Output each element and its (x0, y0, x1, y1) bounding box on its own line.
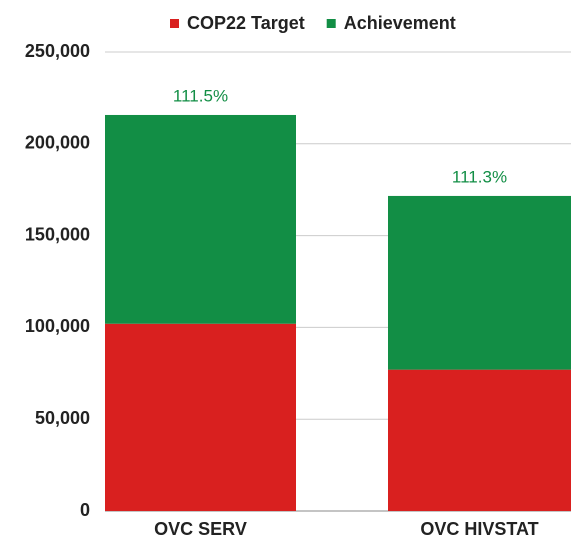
legend-label: Achievement (344, 13, 456, 33)
x-tick-label: OVC SERV (154, 519, 247, 539)
bar-segment (388, 369, 571, 511)
y-tick-label: 150,000 (25, 224, 90, 244)
y-tick-label: 200,000 (25, 133, 90, 153)
legend-swatch (326, 19, 336, 28)
legend-swatch (170, 19, 179, 28)
bar-segment (105, 323, 296, 511)
legend-label: COP22 Target (187, 13, 305, 33)
data-label: 111.3% (452, 167, 507, 186)
bar-segment (388, 195, 571, 370)
y-tick-label: 100,000 (25, 316, 90, 336)
y-tick-label: 50,000 (35, 408, 90, 428)
y-tick-label: 250,000 (25, 41, 90, 61)
y-tick-label: 0 (80, 500, 90, 520)
data-label: 111.5% (173, 86, 228, 105)
x-tick-label: OVC HIVSTAT (420, 519, 538, 539)
bar-segment (105, 114, 296, 324)
